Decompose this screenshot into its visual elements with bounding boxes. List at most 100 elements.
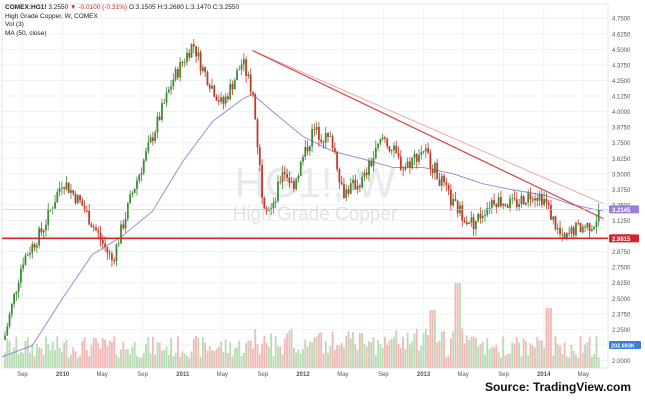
candle-body: [538, 194, 541, 201]
volume-bar: [349, 338, 352, 368]
volume-bar: [559, 345, 561, 368]
candle-body: [556, 227, 559, 230]
volume-bar: [529, 343, 532, 368]
volume-bar: [363, 343, 366, 368]
candle-body: [320, 139, 323, 142]
y-tick-label: 2.2500: [612, 328, 631, 334]
y-tick-label: 4.5000: [612, 48, 631, 54]
volume-bar: [249, 340, 252, 368]
volume-bar: [447, 355, 450, 368]
volume-bar: [338, 345, 341, 368]
volume-bar: [572, 350, 575, 368]
candle-body: [88, 210, 91, 225]
source-credit: Source: TradingView.com: [484, 380, 631, 394]
volume-bar: [575, 354, 577, 368]
candle-body: [595, 221, 598, 227]
chart-title: High Grade Copper, W, COMEX: [5, 12, 98, 20]
candle-body: [117, 243, 120, 245]
candle-body: [443, 175, 445, 183]
volume-bar: [4, 352, 6, 368]
volume-bar: [101, 337, 104, 368]
candle-body: [531, 199, 534, 201]
candle-body: [115, 244, 118, 262]
candle-body: [308, 146, 311, 152]
candle-body: [252, 91, 254, 95]
candle-body: [245, 59, 248, 77]
y-tick-label: 3.1250: [612, 219, 631, 225]
candle-body: [390, 150, 393, 152]
candle-body: [85, 210, 88, 212]
candle-body: [427, 148, 430, 153]
volume-bar: [581, 352, 584, 368]
volume-bar: [527, 355, 530, 368]
candle-body: [333, 148, 336, 152]
support-badge-bg: [609, 234, 639, 243]
volume-bar: [311, 342, 313, 368]
volume-bar: [65, 339, 68, 368]
y-tick-label: 4.7500: [612, 17, 631, 23]
candle-body: [293, 181, 295, 190]
volume-bar: [490, 346, 493, 368]
volume-bar: [145, 344, 147, 368]
candle-body: [561, 233, 564, 235]
candle-body: [211, 85, 213, 89]
candle-body: [429, 152, 432, 169]
candle-body: [220, 97, 223, 102]
candle-body: [436, 162, 439, 180]
candle-body: [527, 193, 530, 203]
volume-bar: [38, 347, 41, 368]
candle-body: [261, 164, 263, 198]
y-tick-label: 2.6250: [612, 281, 631, 287]
volume-bar: [122, 341, 125, 368]
candle-body: [60, 187, 63, 189]
candle-body: [156, 116, 159, 133]
volume-bar: [183, 353, 186, 368]
candle-body: [65, 182, 68, 190]
volume-bar: [26, 337, 29, 368]
candle-body: [515, 199, 518, 207]
candle-body: [299, 161, 302, 176]
volume-bar: [320, 332, 323, 368]
candle-body: [404, 167, 407, 170]
candle-body: [563, 233, 566, 239]
candle-body: [81, 200, 84, 206]
candle-body: [63, 187, 66, 190]
candle-body: [529, 193, 532, 200]
volume-bar: [290, 328, 293, 368]
volume-bar: [293, 347, 295, 368]
candle-body: [124, 218, 127, 229]
candle-body: [468, 222, 470, 225]
volume-bar: [272, 356, 275, 368]
candle-body: [106, 247, 109, 253]
candle-body: [29, 253, 31, 255]
candle-body: [343, 184, 345, 199]
candle-body: [126, 203, 129, 219]
volume-bar: [424, 328, 427, 368]
volume-bar: [454, 283, 457, 368]
y-tick-label: 2.3750: [612, 312, 631, 318]
candle-body: [229, 84, 232, 100]
volume-bar: [56, 336, 59, 368]
candle-body: [224, 96, 227, 104]
y-tick-label: 2.0000: [612, 359, 631, 365]
volume-bar: [397, 343, 400, 368]
candle-body: [172, 79, 175, 87]
candle-body: [35, 245, 38, 248]
candle-body: [497, 197, 500, 207]
volume-bar: [158, 342, 161, 368]
volume-bar: [129, 354, 132, 368]
price-badge: 3.2145: [612, 208, 631, 214]
candle-body: [186, 52, 188, 63]
candle-body: [438, 179, 441, 186]
volume-bar: [591, 356, 593, 368]
y-tick-label: 2.7500: [612, 266, 631, 272]
volume-bar: [174, 352, 177, 368]
volume-bar: [149, 353, 152, 368]
ohlc-values: O:3.1505 H:3.2680 L:3.1470 C:3.2550: [128, 4, 240, 11]
candle-body: [47, 209, 50, 225]
candle-body: [452, 199, 455, 206]
candle-body: [170, 86, 172, 90]
candle-body: [204, 67, 207, 73]
candle-body: [54, 202, 56, 209]
